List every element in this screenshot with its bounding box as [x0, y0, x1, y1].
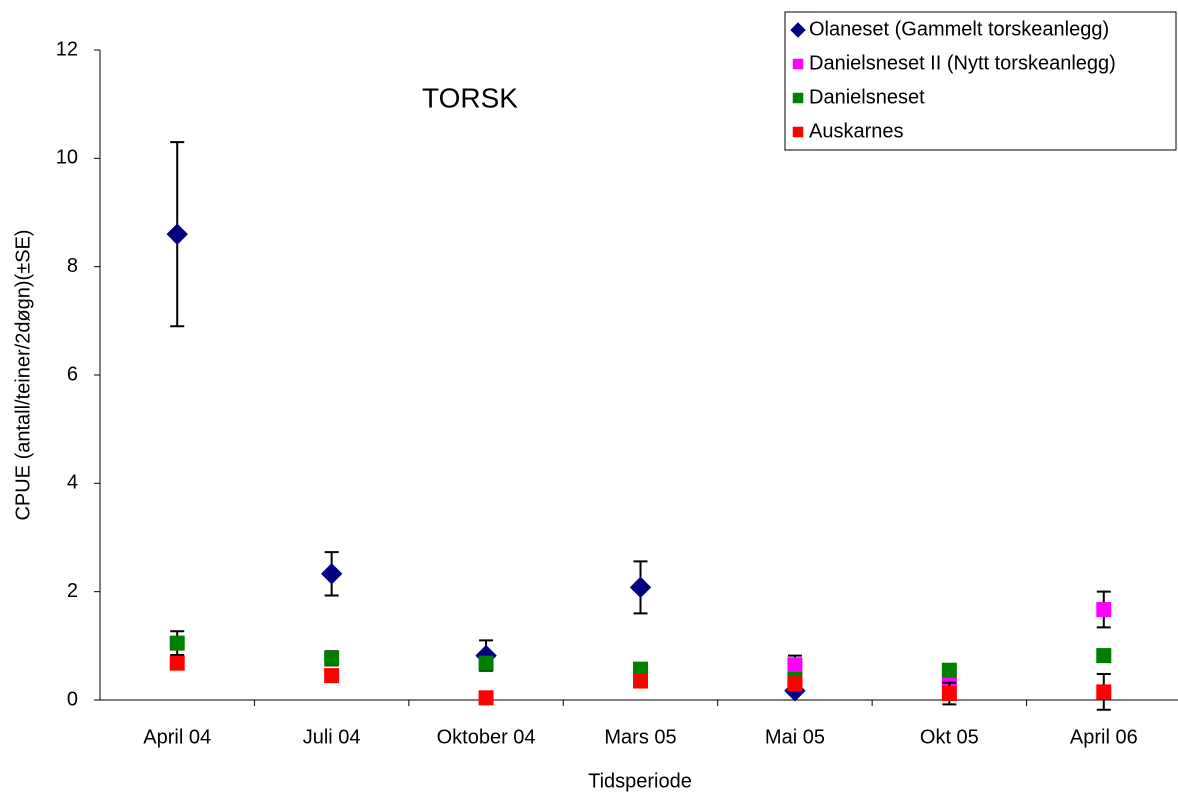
point [169, 635, 185, 651]
point [169, 655, 185, 671]
point [324, 650, 340, 666]
point [1096, 684, 1112, 700]
legend-marker [792, 126, 804, 138]
x-tick-label: Okt 05 [920, 726, 979, 748]
y-tick-label: 0 [67, 688, 78, 710]
legend-label: Auskarnes [809, 120, 904, 142]
point [478, 655, 494, 671]
point [787, 657, 803, 673]
x-axis-label: Tidsperiode [588, 770, 692, 792]
x-tick-label: Oktober 04 [437, 726, 536, 748]
point [1096, 648, 1112, 664]
point [941, 662, 957, 678]
legend-box [784, 11, 1177, 151]
x-tick-label: Juli 04 [303, 726, 361, 748]
legend-label: Olaneset (Gammelt torskeanlegg) [809, 18, 1109, 40]
legend-label: Danielsneset II (Nytt torskeanlegg) [809, 52, 1116, 74]
y-tick-label: 4 [67, 472, 78, 494]
y-tick-label: 8 [67, 255, 78, 277]
y-axis-label: CPUE (antall/teiner/2døgn)(±SE) [12, 229, 34, 520]
y-tick-label: 2 [67, 580, 78, 602]
legend-marker [790, 22, 806, 38]
legend-label: Danielsneset [809, 86, 925, 108]
point [787, 676, 803, 692]
point [166, 223, 188, 245]
x-tick-label: April 06 [1070, 726, 1138, 748]
point [633, 673, 648, 689]
point [324, 668, 340, 684]
y-tick-label: 10 [56, 147, 78, 169]
y-tick-label: 12 [56, 38, 78, 60]
legend-marker [792, 92, 804, 104]
legend-marker [792, 58, 804, 70]
x-tick-label: April 04 [143, 726, 211, 748]
x-tick-label: Mars 05 [604, 726, 676, 748]
point [629, 576, 652, 599]
point [478, 690, 494, 706]
point [941, 686, 957, 701]
point [1096, 602, 1112, 618]
x-tick-label: Mai 05 [765, 726, 825, 748]
point [633, 661, 648, 677]
point [320, 563, 343, 585]
chart-title: TORSK [422, 82, 518, 113]
y-tick-label: 6 [67, 363, 78, 385]
